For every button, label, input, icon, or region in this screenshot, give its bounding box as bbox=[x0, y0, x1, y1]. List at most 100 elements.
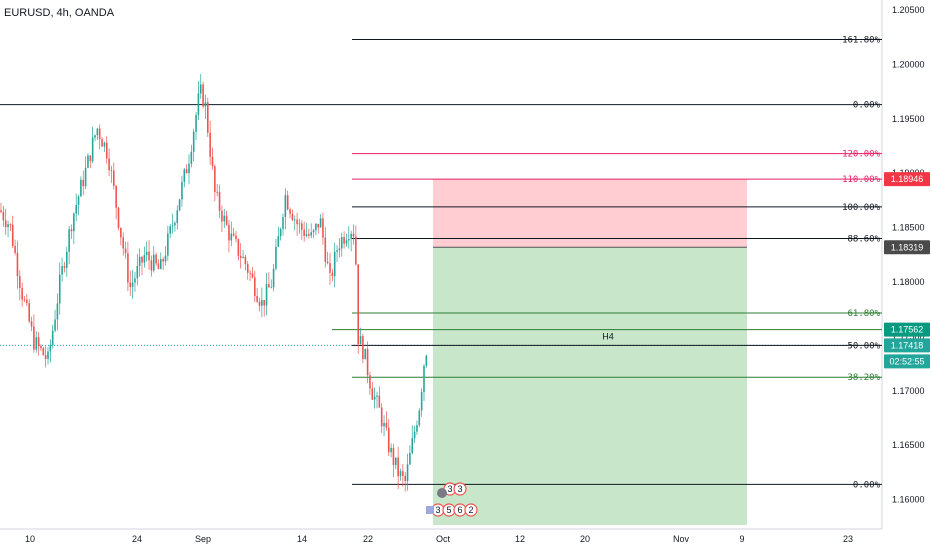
candle-body bbox=[235, 235, 237, 240]
candle-body bbox=[4, 220, 7, 228]
candle-body bbox=[239, 255, 242, 258]
candle-body bbox=[329, 263, 331, 273]
candle-body bbox=[343, 237, 345, 244]
candle-body bbox=[113, 170, 115, 186]
time-tick-label: 14 bbox=[297, 534, 307, 544]
candle-body bbox=[120, 227, 122, 238]
candle-body bbox=[279, 229, 282, 237]
candle-body bbox=[256, 296, 258, 302]
candle-body bbox=[171, 225, 174, 227]
candle-body bbox=[385, 422, 388, 428]
candle-body bbox=[167, 233, 169, 256]
candle-body bbox=[298, 223, 301, 225]
candle-body bbox=[366, 348, 369, 376]
candle-body bbox=[0, 210, 2, 212]
candle-body bbox=[362, 336, 364, 360]
candle-body bbox=[242, 256, 244, 258]
candle-body bbox=[183, 169, 186, 182]
candle-body bbox=[387, 427, 390, 453]
candle-body bbox=[369, 375, 371, 389]
fib-level-label: 0.00% bbox=[853, 101, 881, 111]
candle-body bbox=[87, 155, 89, 168]
candle-body bbox=[145, 251, 148, 256]
candle-body bbox=[214, 166, 216, 192]
candle-body bbox=[277, 236, 280, 247]
candle-body bbox=[263, 300, 265, 306]
time-tick-label: 20 bbox=[580, 534, 590, 544]
candle-body bbox=[355, 236, 357, 265]
symbol-title: EURUSD, 4h, OANDA bbox=[4, 7, 115, 19]
candle-body bbox=[181, 181, 183, 200]
candle-body bbox=[331, 272, 334, 277]
fib-level-label: 120.00% bbox=[842, 150, 881, 160]
fib-level-label: 100.00% bbox=[842, 203, 881, 213]
candle-body bbox=[423, 365, 425, 393]
candle-body bbox=[56, 303, 59, 320]
candle-body bbox=[115, 185, 117, 208]
candle-body bbox=[254, 277, 256, 297]
candle-body bbox=[110, 170, 113, 171]
candle-body bbox=[174, 223, 176, 226]
candle-body bbox=[169, 226, 171, 234]
candle-body bbox=[54, 319, 56, 331]
candle-body bbox=[258, 301, 261, 306]
price-tick-label: 1.16500 bbox=[892, 440, 925, 450]
candle-body bbox=[336, 250, 338, 252]
candle-body bbox=[359, 336, 362, 345]
price-tag bbox=[884, 240, 930, 255]
event-badge-count: 3 bbox=[435, 505, 440, 515]
event-badge-icon[interactable] bbox=[453, 482, 467, 496]
event-badge-count: 3 bbox=[457, 484, 462, 494]
candle-body bbox=[249, 272, 251, 274]
position-label: H4 bbox=[602, 331, 614, 341]
candle-body bbox=[44, 355, 47, 359]
candle-body bbox=[150, 260, 153, 271]
candle-body bbox=[96, 128, 99, 136]
candle-body bbox=[261, 300, 263, 306]
candle-body bbox=[211, 156, 214, 167]
candle-body bbox=[152, 254, 155, 271]
candle-body bbox=[66, 251, 68, 268]
candle-body bbox=[98, 128, 101, 140]
candle-body bbox=[138, 256, 141, 266]
candle-body bbox=[333, 251, 336, 277]
candle-body bbox=[352, 233, 355, 237]
candle-body bbox=[51, 330, 54, 346]
candle-body bbox=[202, 84, 204, 107]
candle-body bbox=[73, 213, 75, 232]
candle-body bbox=[141, 256, 143, 263]
candle-body bbox=[188, 163, 190, 174]
candle-body bbox=[176, 210, 179, 224]
event-badge-icon[interactable] bbox=[464, 503, 478, 517]
time-tick-label: 23 bbox=[843, 534, 853, 544]
candle-body bbox=[178, 199, 181, 211]
candle-body bbox=[21, 287, 23, 300]
candle-body bbox=[134, 278, 136, 283]
candle-body bbox=[129, 282, 132, 287]
price-tag bbox=[884, 172, 930, 187]
candle-body bbox=[58, 274, 61, 304]
price-tick-label: 1.17000 bbox=[892, 386, 925, 396]
candle-body bbox=[16, 252, 19, 277]
candle-body bbox=[28, 303, 30, 322]
fib-level-label: 61.80% bbox=[847, 309, 880, 319]
fib-level-label: 88.60% bbox=[847, 234, 880, 244]
candle-body bbox=[380, 407, 383, 427]
candle-body bbox=[291, 213, 294, 220]
candle-body bbox=[376, 395, 378, 397]
candle-body bbox=[293, 219, 296, 221]
candle-body bbox=[371, 388, 374, 400]
candle-body bbox=[127, 253, 129, 283]
candle-body bbox=[14, 246, 16, 253]
candle-body bbox=[33, 326, 35, 350]
time-tick-label: 22 bbox=[363, 534, 373, 544]
event-flag-icon bbox=[437, 488, 447, 498]
candle-body bbox=[345, 240, 348, 244]
news-icon bbox=[426, 506, 434, 514]
candle-body bbox=[418, 410, 421, 426]
candle-body bbox=[148, 251, 150, 261]
candle-body bbox=[204, 102, 207, 107]
time-tick-label: 10 bbox=[25, 534, 35, 544]
price-tag-label: 02:52:55 bbox=[889, 356, 924, 366]
